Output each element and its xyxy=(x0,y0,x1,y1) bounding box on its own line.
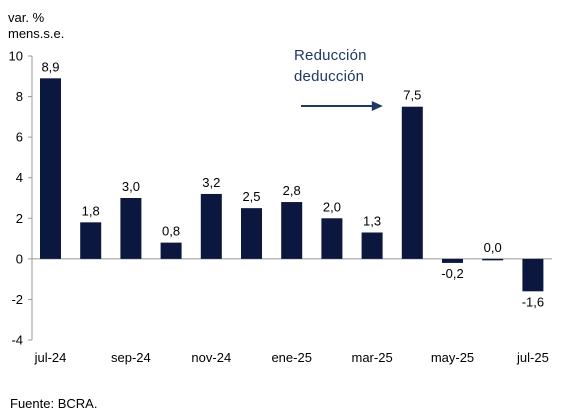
data-label: -0,2 xyxy=(441,266,463,281)
bar xyxy=(442,258,463,263)
y-axis-label: var. % mens.s.e. xyxy=(8,10,64,42)
annotation-text: Reducción deducción xyxy=(294,45,367,87)
bar xyxy=(482,258,504,261)
y-tick-label: 6 xyxy=(16,130,23,145)
data-label: 3,0 xyxy=(122,179,140,194)
bar xyxy=(522,258,544,292)
data-label: 2,5 xyxy=(242,189,260,204)
data-label: 3,2 xyxy=(202,175,220,190)
data-label: 0,8 xyxy=(162,224,180,239)
annotation-arrow-head xyxy=(371,101,383,111)
source-note: Fuente: BCRA. xyxy=(10,396,98,411)
x-tick-label: jul-25 xyxy=(516,350,549,365)
y-tick-label: 8 xyxy=(16,89,23,104)
bar xyxy=(401,106,423,259)
data-label: 2,8 xyxy=(283,183,301,198)
y-tick-label: 0 xyxy=(16,251,23,266)
y-axis-label-line1: var. % xyxy=(8,10,45,25)
annotation-line2: deducción xyxy=(294,68,365,85)
y-tick-label: 10 xyxy=(9,49,23,64)
data-label: 1,3 xyxy=(363,213,381,228)
bar xyxy=(241,208,262,259)
data-label: 2,0 xyxy=(323,199,341,214)
x-tick-label: mar-25 xyxy=(352,350,393,365)
data-label: -1,6 xyxy=(522,294,544,309)
bar xyxy=(160,242,182,259)
y-axis-label-line2: mens.s.e. xyxy=(8,26,65,41)
bar xyxy=(281,202,303,259)
bar xyxy=(80,222,102,259)
data-label: 7,5 xyxy=(403,88,421,103)
bar xyxy=(321,218,343,259)
x-tick-label: may-25 xyxy=(431,350,474,365)
data-label: 1,8 xyxy=(82,203,100,218)
annotation-line1: Reducción xyxy=(294,47,367,64)
bar xyxy=(120,198,142,259)
y-tick-label: -4 xyxy=(11,333,23,348)
y-tick-label: -2 xyxy=(11,292,23,307)
data-label: 0,0 xyxy=(484,240,502,255)
bar xyxy=(40,78,61,259)
x-tick-label: nov-24 xyxy=(191,350,231,365)
x-tick-label: ene-25 xyxy=(271,350,311,365)
data-label: 8,9 xyxy=(41,59,59,74)
bar xyxy=(200,193,222,259)
y-tick-label: 4 xyxy=(16,170,23,185)
bar xyxy=(361,232,383,259)
y-tick-label: 2 xyxy=(16,211,23,226)
x-tick-label: sep-24 xyxy=(111,350,151,365)
x-tick-label: jul-24 xyxy=(34,350,67,365)
